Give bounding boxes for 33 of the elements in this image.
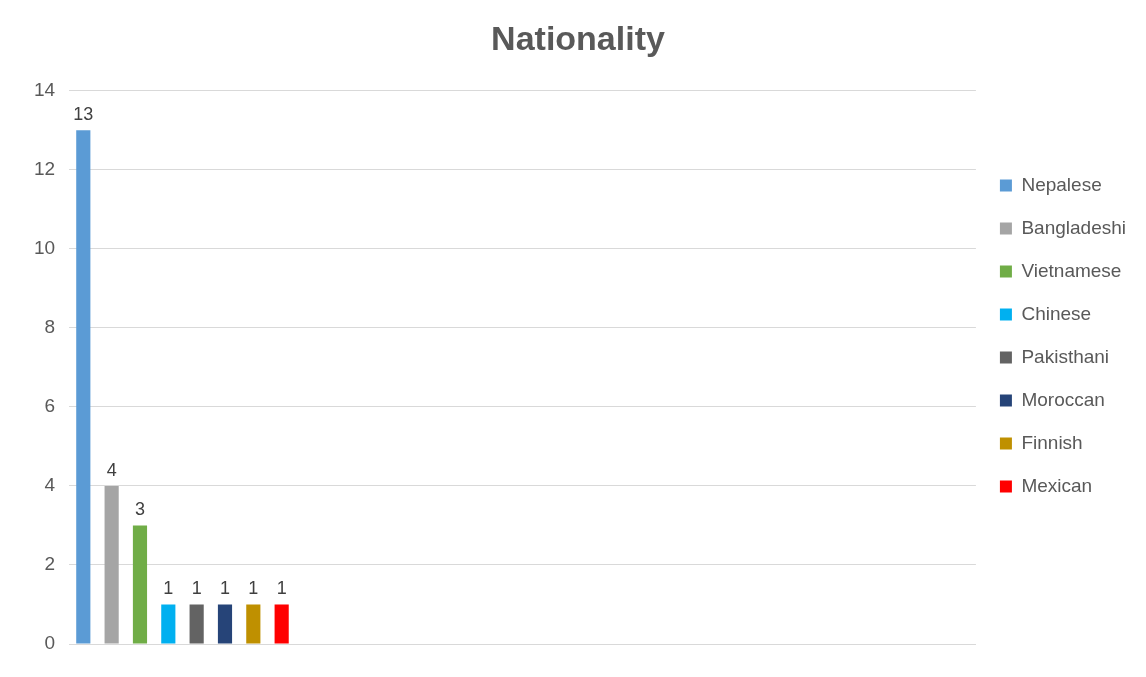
y-tick-label: 10 — [33, 237, 56, 259]
data-label: 4 — [106, 459, 117, 480]
data-label: 3 — [134, 499, 145, 520]
bar — [132, 525, 148, 644]
y-tick-label: 12 — [33, 158, 56, 180]
bar — [274, 604, 289, 644]
bar — [76, 130, 91, 644]
data-label: 1 — [163, 578, 174, 599]
y-tick-label: 2 — [44, 553, 56, 575]
chart-title: Nationality — [491, 18, 665, 57]
legend-label: Pakisthani — [1021, 345, 1110, 367]
bar — [217, 604, 233, 644]
data-label: 1 — [276, 578, 287, 599]
y-tick-label: 6 — [44, 395, 56, 417]
data-label: 1 — [219, 578, 230, 599]
legend-label: Chinese — [1021, 302, 1092, 324]
data-label: 13 — [73, 104, 94, 125]
legend-label: Bangladeshi — [1021, 216, 1127, 238]
bar — [189, 604, 204, 644]
y-tick-label: 8 — [44, 316, 56, 338]
data-label: 1 — [191, 578, 202, 599]
bar — [161, 604, 176, 644]
legend-label: Vietnamese — [1021, 259, 1122, 281]
y-tick-label: 4 — [44, 474, 56, 496]
legend-label: Mexican — [1021, 474, 1093, 496]
legend-label: Moroccan — [1021, 388, 1105, 410]
y-tick-label: 14 — [33, 79, 56, 101]
bar — [104, 485, 119, 644]
y-tick-label: 0 — [44, 632, 56, 654]
data-label: 1 — [248, 578, 259, 599]
legend-label: Finnish — [1021, 431, 1083, 453]
bar — [246, 604, 261, 644]
legend-label: Nepalese — [1021, 173, 1102, 195]
